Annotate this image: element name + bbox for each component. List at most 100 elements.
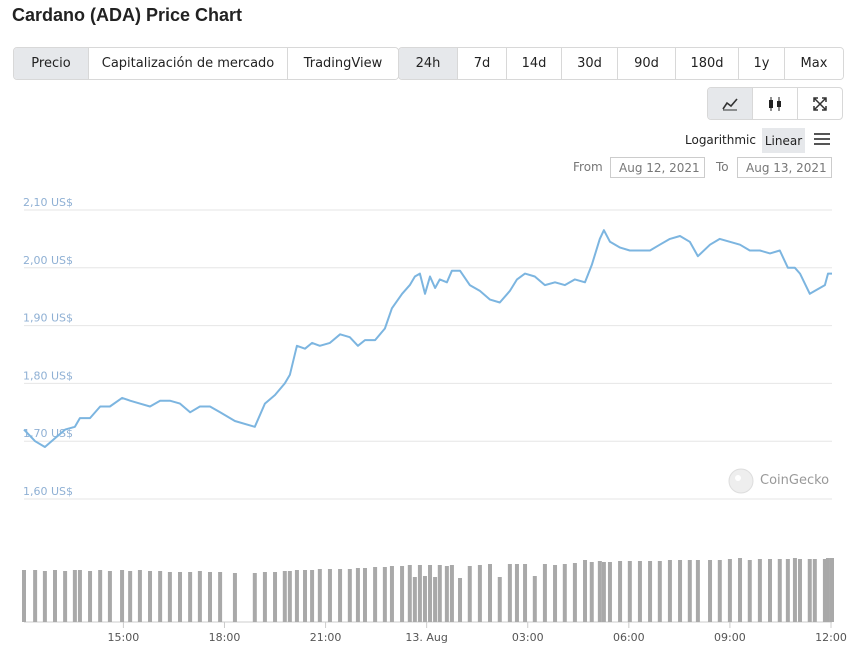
from-input[interactable]: Aug 12, 2021 xyxy=(610,157,705,178)
linear-option[interactable]: Linear xyxy=(762,128,805,153)
volume-bar xyxy=(412,577,417,622)
volume-bar xyxy=(262,572,267,622)
tab-button[interactable]: TradingView xyxy=(287,48,398,79)
volume-bar xyxy=(148,571,153,622)
volume-bar xyxy=(63,571,68,622)
volume-bar xyxy=(107,571,112,622)
volume-bar xyxy=(77,570,82,622)
range-button[interactable]: Max xyxy=(784,48,843,79)
volume-bar xyxy=(449,565,454,622)
volume-bar xyxy=(188,572,193,622)
to-label: To xyxy=(716,160,729,174)
volume-bar xyxy=(273,572,278,622)
page-title: Cardano (ADA) Price Chart xyxy=(12,5,243,25)
volume-bar xyxy=(695,560,700,622)
chart-type-group xyxy=(707,87,843,120)
tab-button[interactable]: Capitalización de mercado xyxy=(88,48,287,79)
x-tick-label: 06:00 xyxy=(613,631,645,644)
volume-bar xyxy=(738,558,743,622)
volume-bar xyxy=(417,565,422,622)
y-tick-label: 1,70 US$ xyxy=(23,427,73,440)
x-tick-label: 12:00 xyxy=(815,631,847,644)
candle-chart-button[interactable] xyxy=(752,88,797,119)
range-group: 24h 7d 14d 30d 90d 180d 1y Max xyxy=(398,47,844,80)
volume-bar xyxy=(137,570,142,622)
volume-bar xyxy=(218,572,223,622)
volume-bar xyxy=(400,566,405,622)
volume-bar xyxy=(507,564,512,622)
range-button[interactable]: 180d xyxy=(675,48,738,79)
volume-bar xyxy=(437,565,442,622)
range-button[interactable]: 30d xyxy=(561,48,617,79)
tab-group: Precio Capitalización de mercado TradingVi… xyxy=(13,47,399,80)
volume-bar xyxy=(458,578,463,622)
volume-bar xyxy=(583,560,588,622)
volume-bar xyxy=(88,571,93,622)
volume-bar xyxy=(42,571,47,622)
range-button[interactable]: 24h xyxy=(399,48,457,79)
volume-bar xyxy=(648,561,653,622)
volume-bar xyxy=(812,559,817,622)
volume-bar xyxy=(252,573,257,622)
volume-bar xyxy=(822,559,827,622)
line-chart-button[interactable] xyxy=(708,88,752,119)
volume-bar xyxy=(757,559,762,622)
volume-bar xyxy=(637,561,642,622)
x-tick-label: 03:00 xyxy=(512,631,544,644)
watermark: CoinGecko xyxy=(728,468,829,494)
volume-bar xyxy=(282,571,287,622)
volume-bar xyxy=(355,568,360,622)
volume-bar xyxy=(232,573,237,622)
volume-bar xyxy=(497,577,502,622)
volume-bar xyxy=(572,563,577,622)
volume-bar xyxy=(327,569,332,622)
x-tick-label: 21:00 xyxy=(310,631,342,644)
y-tick-label: 1,90 US$ xyxy=(23,312,73,325)
tab-button[interactable]: Precio xyxy=(14,48,88,79)
volume-bar xyxy=(407,565,412,622)
volume-bar xyxy=(373,567,378,622)
volume-bar xyxy=(422,576,427,622)
volume-bar xyxy=(487,564,492,622)
volume-bar xyxy=(657,561,662,622)
volume-bar xyxy=(597,561,602,622)
range-button[interactable]: 90d xyxy=(617,48,675,79)
log-option[interactable]: Logarithmic xyxy=(685,133,756,147)
volume-bar xyxy=(717,560,722,622)
x-tick-label: 15:00 xyxy=(108,631,140,644)
volume-bar xyxy=(158,571,163,622)
volume-bar xyxy=(310,570,315,622)
volume-bar xyxy=(618,561,623,622)
y-tick-label: 2,00 US$ xyxy=(23,254,73,267)
volume-bar xyxy=(807,559,812,622)
volume-bar xyxy=(727,559,732,622)
menu-icon[interactable] xyxy=(813,132,831,146)
volume-bar xyxy=(477,565,482,622)
volume-bar xyxy=(347,569,352,622)
volume-bar xyxy=(382,567,387,622)
volume-bar xyxy=(678,560,683,622)
price-line xyxy=(23,229,832,448)
volume-bar xyxy=(52,570,57,622)
range-button[interactable]: 1y xyxy=(738,48,784,79)
volume-bar xyxy=(627,561,632,622)
volume-bar xyxy=(777,559,782,622)
volume-bar xyxy=(830,558,834,622)
range-button[interactable]: 14d xyxy=(506,48,561,79)
to-input[interactable]: Aug 13, 2021 xyxy=(737,157,832,178)
volume-bar xyxy=(747,560,752,622)
from-label: From xyxy=(573,160,603,174)
volume-bar xyxy=(792,558,797,622)
volume-bar xyxy=(167,572,172,622)
volume-bar xyxy=(514,564,519,622)
range-button[interactable]: 7d xyxy=(457,48,506,79)
fullscreen-button[interactable] xyxy=(797,88,842,119)
volume-bar xyxy=(542,564,547,622)
watermark-text: CoinGecko xyxy=(760,473,829,488)
volume-bar xyxy=(98,570,103,622)
volume-bar xyxy=(338,569,343,622)
volume-bar xyxy=(785,559,790,622)
volume-bar xyxy=(797,559,802,622)
